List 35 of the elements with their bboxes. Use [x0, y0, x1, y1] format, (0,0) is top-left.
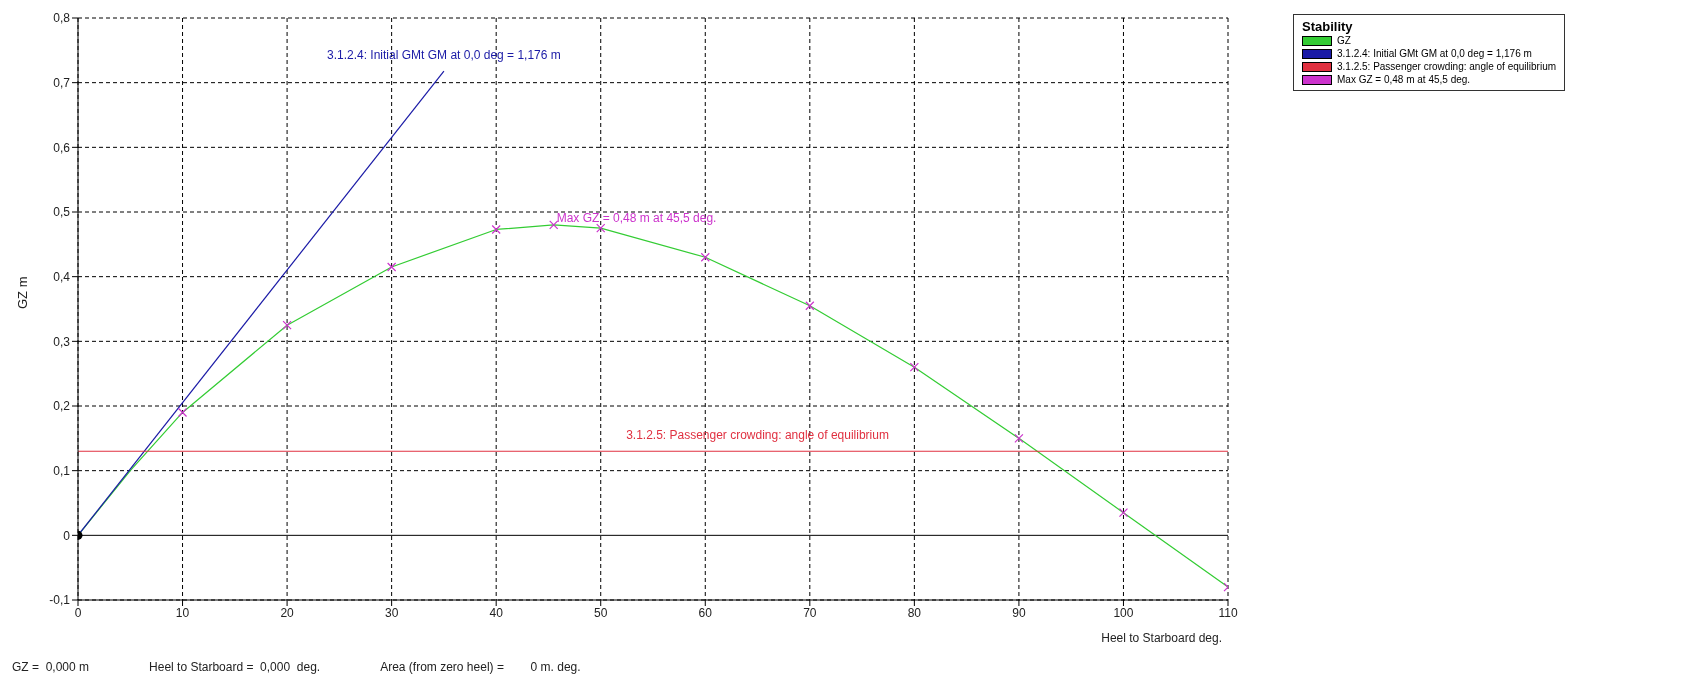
x-tick-label: 30: [384, 605, 399, 620]
y-tick-label: 0,1: [53, 463, 71, 478]
annotation: Max GZ = 0,48 m at 45,5 deg.: [556, 210, 717, 225]
text: Heel to Starboard = 0,000 deg.: [149, 660, 321, 674]
legend-label: 3.1.2.5: Passenger crowding: angle of equilibrium: [1337, 60, 1557, 73]
y-tick-label: -0,1: [49, 593, 71, 608]
x-tick-label: 10: [175, 605, 190, 620]
x-tick-label: 40: [489, 605, 504, 620]
y-tick-label: 0,5: [53, 205, 71, 220]
y-tick-label: 0,7: [53, 75, 71, 90]
x-tick-label: 60: [698, 605, 713, 620]
annotation: 3.1.2.5: Passenger crowding: angle of equilibrium: [626, 428, 889, 443]
y-tick-label: 0: [63, 528, 71, 543]
x-tick-label: 90: [1012, 605, 1026, 620]
text: Area (from zero heel) = 0 m. deg.: [380, 660, 581, 674]
y-axis-title: GZ m: [14, 276, 30, 309]
x-tick-label: 0: [74, 605, 82, 620]
x-tick-label: 100: [1113, 605, 1134, 620]
x-tick-label: 20: [280, 605, 295, 620]
y-tick-label: 0,2: [53, 399, 71, 414]
x-tick-label: 70: [803, 605, 817, 620]
y-tick-label: 0,3: [53, 334, 71, 349]
x-axis-title: Heel to Starboard deg.: [1101, 631, 1222, 645]
y-tick-label: 0,4: [53, 269, 71, 284]
legend-label: 3.1.2.4: Initial GMt GM at 0,0 deg = 1,176 m: [1337, 47, 1532, 60]
legend-label: Max GZ = 0,48 m at 45,5 deg.: [1337, 73, 1471, 86]
x-tick-label: 110: [1218, 605, 1238, 620]
annotation: 3.1.2.4: Initial GMt GM at 0,0 deg = 1,176 m: [327, 48, 561, 63]
text: GZ = 0,000 m: [12, 660, 90, 674]
x-tick-label: 80: [907, 605, 922, 620]
y-tick-label: 0,6: [53, 140, 71, 155]
y-tick-label: 0,8: [53, 11, 71, 26]
x-tick-label: 50: [594, 605, 608, 620]
legend-label: GZ: [1337, 34, 1351, 47]
legend-title: Stability: [1302, 19, 1354, 34]
